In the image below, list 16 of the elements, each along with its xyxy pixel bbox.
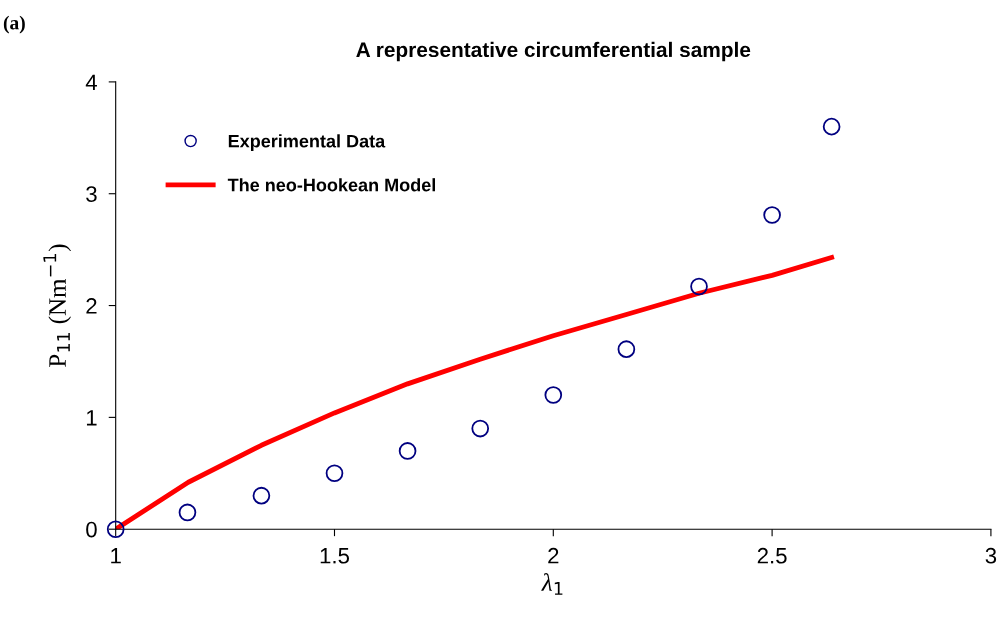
y-tick-label: 0 <box>86 521 97 538</box>
legend-label: The neo-Hookean Model <box>227 178 436 192</box>
x-tick-label: 2 <box>548 547 559 564</box>
chart-title: A representative circumferential sample <box>356 41 751 62</box>
x-tick-label: 1 <box>111 548 121 564</box>
legend-label: Experimental Data <box>228 134 386 152</box>
x-tick-label: 2.5 <box>757 547 787 564</box>
text: (a) <box>3 15 25 34</box>
y-tick-label: 2 <box>86 298 97 314</box>
x-tick-label: 3 <box>985 547 997 564</box>
y-tick-label: 4 <box>85 74 97 90</box>
y-tick-label: 1 <box>86 410 97 426</box>
y-axis-title: P$_{11}$ (Nm$^{−1}$) <box>43 244 72 367</box>
y-tick-label: 3 <box>86 186 97 202</box>
x-axis-title: λ$_{1}$ <box>541 573 563 595</box>
x-tick-label: 1.5 <box>320 548 350 564</box>
